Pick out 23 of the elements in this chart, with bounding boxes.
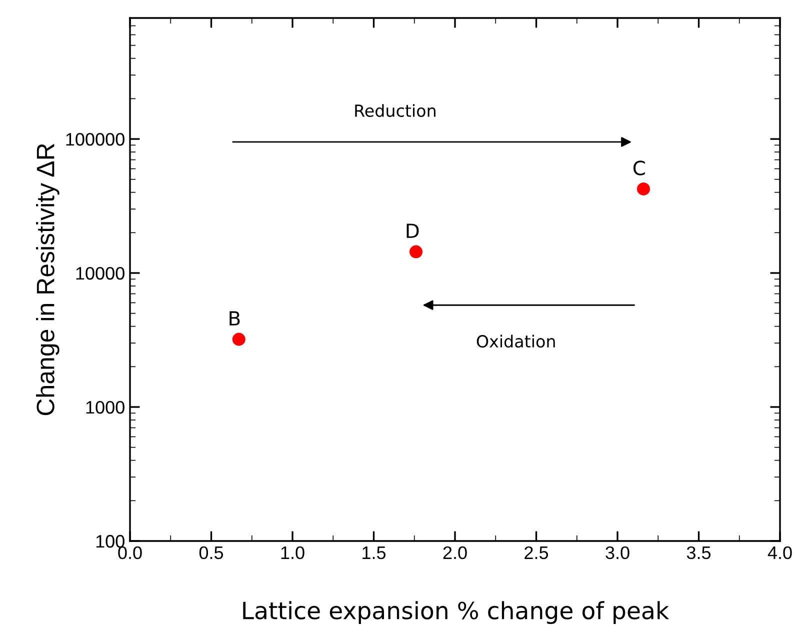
x-tick-label: 3.5	[686, 546, 711, 560]
point	[232, 332, 246, 346]
x-tick-label: 2.0	[443, 546, 467, 560]
annotation: D	[406, 224, 419, 238]
x-tick-label: 3.0	[606, 546, 630, 560]
x-tick-label: 1.0	[281, 546, 304, 560]
y-tick-label: 10000	[76, 266, 124, 280]
point	[409, 245, 423, 258]
y-axis-title: Change in Resistivity ΔR	[36, 144, 60, 416]
x-tick-label: 0.5	[199, 546, 224, 560]
x-tick-label: 2.5	[524, 546, 548, 560]
annotation: B	[230, 311, 240, 326]
annotation: Oxidation	[476, 334, 555, 348]
y-tick-label: 1000	[86, 400, 124, 414]
x-tick-label: 4.0	[768, 546, 792, 560]
annotation: Reduction	[355, 104, 436, 117]
y-tick-label: 100	[96, 534, 124, 548]
annotation: C	[633, 160, 645, 176]
x-tick-label: 1.5	[362, 546, 386, 560]
point	[636, 182, 650, 196]
x-axis-title: Lattice expansion % change of peak	[243, 601, 670, 624]
x-tick-label: 0.0	[118, 546, 142, 560]
y-tick-label: 100000	[66, 132, 124, 146]
